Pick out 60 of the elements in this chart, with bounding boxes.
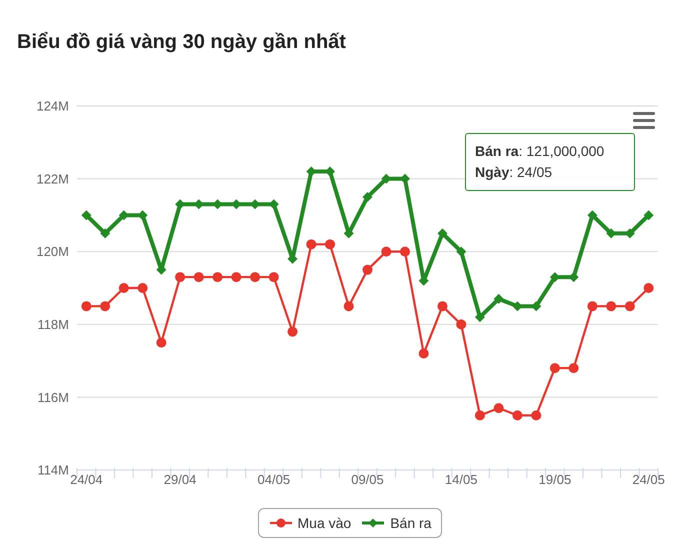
point [494,294,504,304]
y-tick-label: 118M [37,317,69,332]
point [418,348,429,359]
point [644,210,654,220]
point [474,410,485,420]
point [175,272,186,282]
x-tick-label: 14/05 [444,472,478,487]
legend-label: Mua vào [298,515,352,531]
legend-label: Bán ra [390,515,432,531]
point [644,283,654,293]
point [100,301,110,312]
point [381,246,392,257]
point [437,228,448,238]
point [325,239,336,250]
point [512,301,522,312]
annotation: Bán ra: 121,000,000 Ngày: 24/05 [475,142,606,182]
x-tick-label: 24/04 [70,472,103,487]
point [194,272,204,282]
x-tick-label: 19/05 [538,472,572,487]
point [81,301,92,312]
point [456,319,466,330]
point [437,301,448,312]
point [81,210,92,220]
point [531,410,542,420]
y-tick-label: 124M [36,98,69,114]
point [118,283,129,293]
point [138,283,148,293]
x-tick-label: 09/05 [351,472,384,487]
point [587,301,598,312]
x-tick-label: 04/05 [258,472,290,487]
point [550,272,560,282]
point [138,210,148,220]
point [624,301,635,312]
point [306,239,316,250]
point [568,363,579,374]
y-tick-label: 114M [37,462,69,478]
y-tick-label: 122M [36,171,69,186]
point [587,210,598,220]
point [212,272,223,282]
point [156,338,166,348]
point [456,246,466,257]
chart-title: Biểu đồ giá vàng 30 ngày gần nhất [17,31,346,54]
point [606,301,616,312]
y-tick-label: 120M [36,244,69,260]
point [231,272,242,282]
point [250,272,260,282]
y-tick-label: 116M [37,390,69,405]
point [362,192,372,202]
point [550,363,560,374]
point [474,312,485,322]
point [512,410,522,420]
point [268,272,279,282]
point [494,403,504,414]
point [400,246,410,257]
point [344,301,354,312]
x-tick-label: 29/04 [164,472,196,487]
point [100,228,110,238]
point [288,326,298,337]
point [362,264,372,275]
x-tick-label: 24/05 [632,472,665,487]
